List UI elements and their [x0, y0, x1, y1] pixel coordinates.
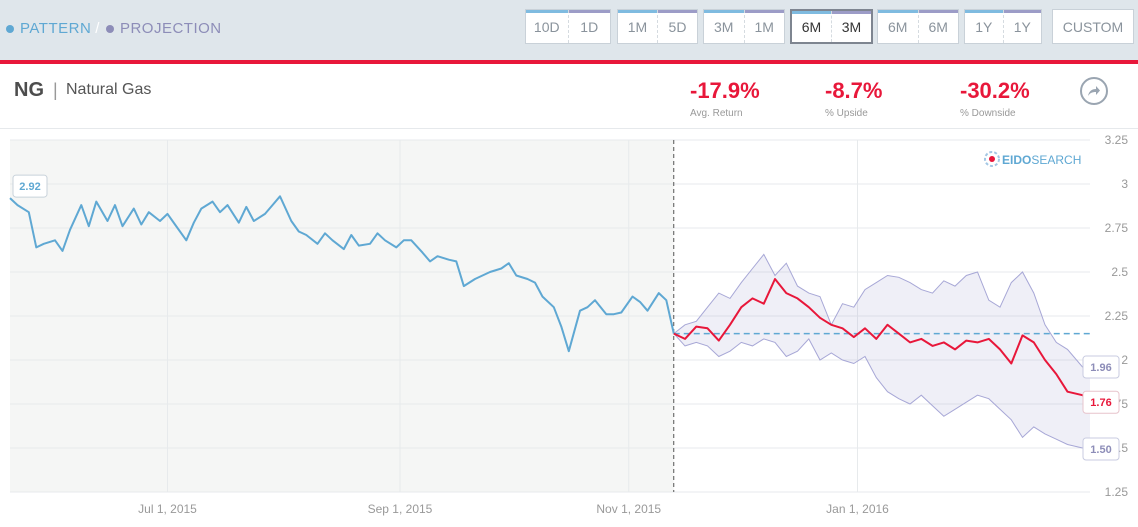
stat-downside: -30.2% % Downside	[960, 78, 1030, 119]
range-button-pattern[interactable]: 1Y	[965, 10, 1003, 43]
stat-value: -17.9%	[690, 78, 760, 103]
projection-average-line	[673, 278, 1091, 403]
range-group-6m-6m: 6M 6M	[877, 9, 959, 44]
lower-end-label-box	[1082, 437, 1120, 461]
range-button-pattern[interactable]: 6M	[792, 11, 831, 42]
stat-upside: -8.7% % Upside	[825, 78, 882, 119]
ticker-symbol: NG	[14, 79, 44, 101]
range-button-projection[interactable]: 5D	[657, 10, 697, 43]
eidosearch-logo: EIDOSEARCH	[984, 151, 1081, 167]
custom-range-button[interactable]: CUSTOM	[1062, 18, 1124, 35]
projection-legend-dot	[105, 24, 114, 33]
range-group-10d-1d: 10D 1D	[525, 9, 611, 44]
pattern-legend-dot	[6, 24, 14, 33]
ticker-separator: |	[53, 80, 58, 100]
y-tick-label: 3.25	[1105, 133, 1129, 147]
range-toolbar: PATTERN / PROJECTION 10D 1D 1M 5D 3M 1M …	[0, 0, 1138, 60]
x-tick-label: Nov 1, 2015	[596, 502, 661, 516]
y-tick-label: 2.5	[1111, 265, 1128, 279]
projection-legend-label: PROJECTION	[119, 20, 222, 37]
range-button-projection[interactable]: 1Y	[1002, 10, 1042, 43]
x-tick-label: Sep 1, 2015	[368, 502, 433, 516]
upper-end-label: 1.96	[1082, 355, 1120, 379]
share-button[interactable]	[1080, 77, 1108, 105]
stat-value: -8.7%	[825, 78, 883, 103]
stat-avg-return: -17.9% Avg. Return	[690, 78, 760, 119]
range-button-projection[interactable]: 1D	[567, 10, 611, 43]
y-tick-label: 3	[1121, 177, 1128, 191]
range-button-projection[interactable]: 6M	[917, 10, 959, 43]
range-button-pattern[interactable]: 1M	[618, 10, 657, 43]
stat-value: -30.2%	[960, 78, 1030, 103]
y-tick-label: 2.75	[1105, 221, 1129, 235]
range-button-pattern[interactable]: 6M	[878, 10, 918, 43]
average-end-label-box	[1082, 390, 1120, 414]
ticker-header: NG | Natural Gas -17.9% Avg. Return -8.7…	[0, 64, 1138, 129]
start-value-label-box	[12, 174, 48, 198]
stat-label: % Downside	[960, 108, 1016, 119]
pattern-legend-label: PATTERN	[20, 20, 92, 37]
custom-range-group: CUSTOM	[1052, 9, 1134, 44]
legend-separator: /	[95, 20, 100, 37]
range-button-projection[interactable]: 3M	[831, 11, 871, 42]
range-group-1y-1y: 1Y 1Y	[964, 9, 1042, 44]
stat-label: % Upside	[825, 108, 868, 119]
upper-end-label-text: 1.96	[1090, 362, 1111, 374]
projection-lower-line	[673, 333, 1090, 449]
range-group-1m-5d: 1M 5D	[617, 9, 698, 44]
chart-legend: PATTERN / PROJECTION	[6, 20, 222, 37]
stat-label: Avg. Return	[690, 108, 743, 119]
range-button-pattern[interactable]: 10D	[526, 10, 568, 43]
logo-search: SEARCH	[1031, 153, 1081, 167]
projection-upper-line	[673, 253, 1090, 368]
y-tick-label: 2	[1121, 353, 1128, 367]
share-arrow-icon	[1088, 86, 1100, 96]
y-tick-label: 2.25	[1105, 309, 1129, 323]
pattern-series-line	[9, 195, 675, 353]
range-group-6m-3m: 6M 3M	[790, 9, 873, 44]
svg-text:EIDOSEARCH: EIDOSEARCH	[1002, 153, 1081, 167]
x-tick-label: Jan 1, 2016	[826, 502, 889, 516]
range-button-pattern[interactable]: 3M	[704, 10, 744, 43]
average-end-label: 1.76	[1082, 390, 1120, 414]
x-tick-label: Jul 1, 2015	[138, 502, 197, 516]
lower-end-label-text: 1.50	[1090, 444, 1111, 456]
y-tick-label: 1.25	[1105, 485, 1129, 499]
ticker-name: Natural Gas	[66, 81, 152, 98]
eidosearch-logo-icon	[984, 151, 1000, 167]
upper-end-label-box	[1082, 355, 1120, 379]
lower-end-label: 1.50	[1082, 437, 1120, 461]
start-value-label: 2.92	[12, 174, 48, 198]
range-button-projection[interactable]: 1M	[743, 10, 785, 43]
projection-range-band	[673, 254, 1090, 448]
range-group-3m-1m: 3M 1M	[703, 9, 785, 44]
start-value-label-text: 2.92	[19, 181, 40, 193]
average-end-label-text: 1.76	[1090, 397, 1111, 409]
logo-eido: EIDO	[1002, 153, 1031, 167]
accent-divider	[0, 60, 1138, 64]
projection-legend: PROJECTION	[105, 20, 222, 37]
